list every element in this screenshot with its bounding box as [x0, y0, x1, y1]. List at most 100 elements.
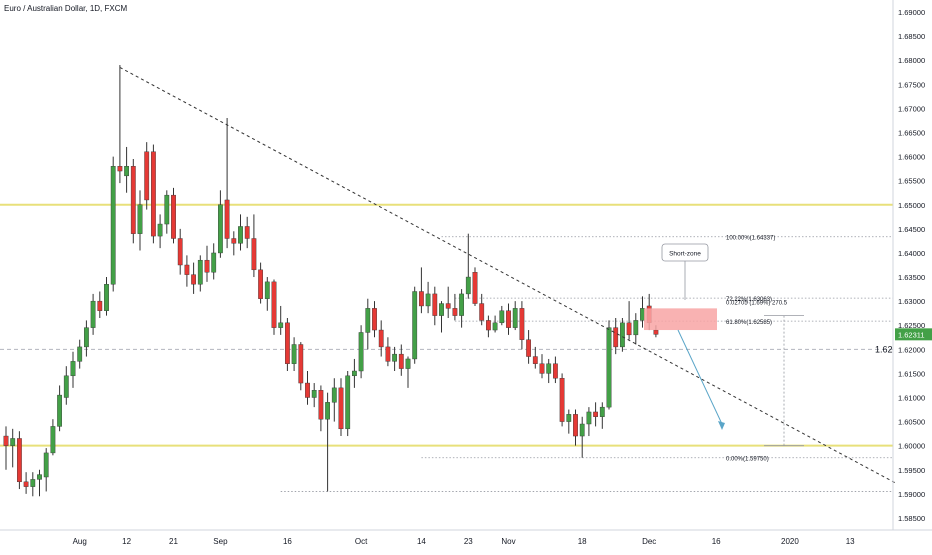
x-tick-label: Aug — [73, 537, 87, 546]
candle-body — [352, 370, 357, 377]
candle-body — [77, 346, 83, 362]
candle-body — [626, 322, 632, 336]
y-tick-label: 1.62500 — [898, 321, 925, 330]
candle-body — [157, 223, 163, 237]
candle-body — [285, 322, 290, 364]
y-tick-label: 1.59000 — [898, 490, 925, 499]
y-tick-label: 1.60000 — [898, 442, 925, 451]
candle-body — [385, 346, 391, 362]
fib-label-1: 100.00%(1.64337) — [726, 236, 775, 242]
candle-body — [3, 435, 9, 446]
y-tick-label: 1.67500 — [898, 80, 925, 89]
candle-body — [599, 406, 605, 417]
candle-body — [305, 382, 310, 398]
y-tick-label: 1.68000 — [898, 56, 925, 65]
callout-text: Short-zone — [669, 251, 701, 258]
candle-body — [211, 252, 217, 273]
candle-body — [251, 238, 257, 271]
candle-body — [358, 332, 364, 372]
candle-body — [372, 308, 377, 331]
y-tick-label: 1.66500 — [898, 129, 925, 138]
candle-body — [224, 199, 230, 239]
candle-body — [264, 281, 270, 299]
candle-body — [231, 238, 237, 244]
candle-body — [586, 411, 592, 425]
y-tick-label: 1.63000 — [898, 297, 925, 306]
candle-body — [486, 320, 491, 331]
x-tick-label: 2020 — [781, 537, 799, 546]
candle-body — [432, 293, 438, 316]
candle-body — [97, 300, 103, 311]
y-tick-label: 1.65000 — [898, 201, 925, 210]
candle-body — [566, 414, 572, 422]
candle-body — [519, 308, 525, 340]
candle-body — [43, 452, 49, 478]
x-tick-label: Sep — [213, 537, 228, 546]
candle-body — [439, 303, 444, 316]
candle-body — [653, 329, 659, 335]
y-tick-label: 1.67000 — [898, 104, 925, 113]
candle-body — [378, 329, 384, 348]
y-tick-label: 1.61000 — [898, 394, 925, 403]
candle-body — [398, 353, 404, 369]
candle-body — [392, 353, 397, 362]
measure-label: 0.02705 (1.69%) 270.5 — [726, 301, 788, 307]
candle-body — [137, 204, 143, 234]
fib-label-3: 61.80%(1.62585) — [726, 320, 772, 326]
candle-body — [37, 474, 42, 480]
candle-body — [573, 414, 578, 437]
short-zone-box — [644, 308, 717, 331]
y-tick-label: 1.59500 — [898, 466, 925, 475]
candle-body — [633, 320, 639, 336]
y-tick-label: 1.64500 — [898, 225, 925, 234]
x-tick-label: 12 — [122, 537, 131, 546]
candle-body — [291, 344, 297, 364]
x-tick-label: 16 — [283, 537, 292, 546]
candle-body — [412, 291, 418, 360]
last-price-label: 1.62311 — [898, 330, 925, 339]
candle-body — [10, 438, 16, 446]
candle-body — [499, 310, 505, 324]
trendline — [119, 67, 898, 485]
candle-body — [298, 344, 304, 384]
candle-body — [419, 291, 424, 307]
candle-body — [184, 264, 190, 275]
x-tick-label: 18 — [578, 537, 587, 546]
candle-body — [559, 378, 565, 422]
candle-body — [472, 272, 478, 304]
candle-body — [70, 361, 76, 377]
last-price-tag — [895, 328, 932, 341]
x-tick-label: 16 — [712, 537, 721, 546]
candle-body — [17, 438, 22, 483]
candle-body — [465, 276, 471, 295]
candle-body — [191, 274, 196, 285]
x-tick-label: 23 — [464, 537, 473, 546]
candle-body — [532, 356, 538, 364]
candle-body — [171, 194, 176, 239]
x-tick-label: 21 — [169, 537, 178, 546]
candle-body — [57, 394, 63, 427]
candle-body — [452, 308, 458, 316]
candle-body — [238, 226, 243, 244]
candle-body — [217, 204, 223, 254]
candle-body — [579, 423, 585, 437]
candle-body — [553, 363, 558, 379]
candle-body — [459, 293, 464, 316]
candle-body — [204, 259, 210, 273]
candle-body — [331, 387, 337, 403]
candle-body — [63, 375, 69, 398]
y-tick-label: 1.58500 — [898, 514, 925, 523]
candle-body — [50, 426, 56, 454]
candle-body — [325, 402, 330, 420]
candle-body — [606, 327, 612, 408]
chart-title: Euro / Australian Dollar, 1D, FXCM — [4, 4, 128, 13]
candle-body — [365, 308, 371, 333]
candle-body — [613, 327, 619, 348]
candle-body — [318, 390, 324, 420]
candle-body — [425, 293, 431, 307]
candle-body — [117, 166, 123, 172]
candle-body — [345, 375, 351, 430]
candle-body — [512, 308, 518, 328]
